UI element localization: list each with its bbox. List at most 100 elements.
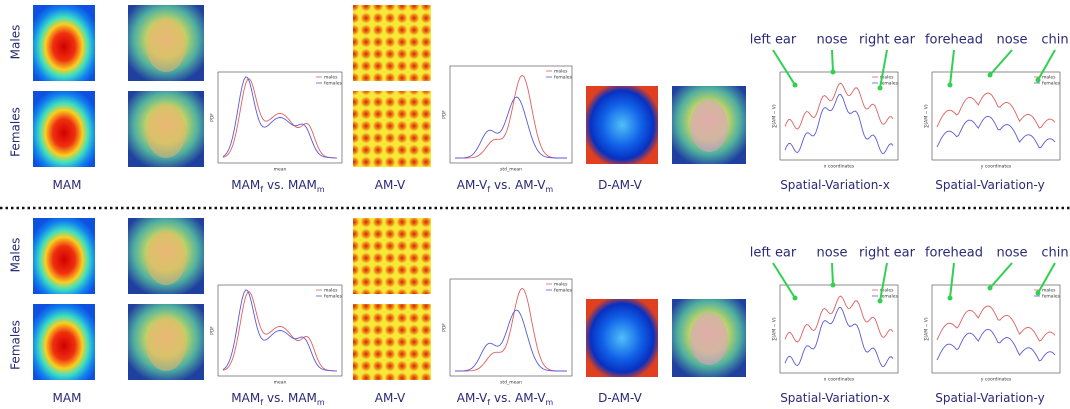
caption: D-AM-V	[598, 391, 642, 405]
mam-heatmap	[33, 5, 95, 81]
curve	[223, 79, 337, 158]
x-axis-label: mean	[274, 168, 287, 173]
curve	[937, 306, 1055, 341]
caption-part: AM-V	[457, 391, 488, 405]
curve	[937, 93, 1055, 128]
annotation: nose	[997, 246, 1028, 261]
caption: AM-Vf vs. AM-Vm	[457, 178, 554, 195]
row-label: Females	[9, 320, 23, 370]
annotation-arrow	[773, 50, 795, 85]
annotation-arrow	[950, 263, 954, 298]
face-overlay	[690, 313, 728, 365]
caption-part: Spatial-Variation-y	[935, 178, 1044, 192]
annotation: nose	[817, 246, 848, 261]
face-overlay	[146, 231, 186, 285]
damv-heatmap	[586, 299, 658, 377]
caption-part: vs. AM-V	[494, 178, 546, 192]
caption: MAM	[53, 178, 82, 192]
y-axis-label: PDF	[210, 326, 216, 335]
arrow-head	[1036, 291, 1041, 296]
y-axis-label: ∑(AM − V)	[924, 104, 930, 127]
caption: AM-Vfvs. AM-Vm	[457, 391, 554, 408]
y-axis-label: ∑(AM − V)	[924, 317, 930, 340]
mam-heatmap	[33, 304, 95, 380]
caption-part: m	[545, 185, 553, 194]
curve	[937, 116, 1055, 148]
caption-part: f	[260, 398, 263, 407]
annotation: nose	[817, 33, 848, 48]
arrow-head	[793, 83, 798, 88]
caption-part: f	[487, 185, 490, 194]
annotation: chin	[1041, 246, 1068, 261]
legend-label: females	[1042, 81, 1061, 87]
caption-part: MAM	[231, 391, 260, 405]
curve	[223, 292, 337, 371]
curve	[455, 97, 567, 158]
arrow-head	[988, 73, 993, 78]
caption-part: m	[545, 398, 553, 407]
legend-label: females	[880, 294, 899, 300]
face-overlay	[146, 104, 186, 158]
x-axis-label: mean	[274, 381, 287, 386]
legend-label: females	[554, 288, 573, 294]
caption-part: m	[317, 185, 325, 194]
curve	[223, 290, 337, 371]
annotation: nose	[997, 33, 1028, 48]
face-overlay	[146, 18, 186, 72]
y-axis-label: ∑(AM − V)	[772, 104, 778, 127]
caption-part: AM-V	[375, 391, 406, 405]
caption: Spatial-Variation-x	[780, 391, 890, 405]
caption: Spatial-Variation-y	[935, 391, 1044, 405]
x-axis-label: x coordinates	[824, 164, 855, 170]
arrow-head	[948, 296, 953, 301]
caption-part: Spatial-Variation-x	[780, 178, 890, 192]
caption-part: MAM	[231, 178, 260, 192]
caption-part: m	[317, 398, 325, 407]
caption-part: MAM	[53, 178, 82, 192]
annotation: forehead	[925, 246, 983, 261]
amv-heatmap	[353, 91, 431, 167]
curve	[455, 288, 567, 371]
annotation: right ear	[859, 33, 916, 48]
face-overlay	[146, 317, 186, 371]
caption: D-AM-V	[598, 178, 642, 192]
caption: Spatial-Variation-y	[935, 178, 1044, 192]
caption: AM-V	[375, 178, 406, 192]
legend-label: females	[324, 294, 343, 300]
legend-label: males	[1042, 75, 1056, 81]
legend-label: females	[1042, 294, 1061, 300]
legend-label: females	[880, 81, 899, 87]
arrow-head	[831, 283, 836, 288]
y-axis-label: ∑(AM − V)	[772, 317, 778, 340]
caption-part: MAM	[53, 391, 82, 405]
curve	[785, 83, 893, 129]
x-axis-label: y coordinates	[981, 164, 1012, 170]
caption-part: vs. MAM	[267, 391, 317, 405]
arrow-head	[988, 286, 993, 291]
x-axis-label: y coordinates	[981, 377, 1012, 383]
row-label: Females	[9, 107, 23, 157]
face-overlay	[690, 100, 728, 152]
caption-part: f	[487, 398, 490, 407]
legend-label: females	[324, 81, 343, 87]
annotation-arrow	[950, 50, 954, 85]
legend-label: males	[1042, 288, 1056, 294]
curve	[223, 77, 337, 158]
caption: AM-V	[375, 391, 406, 405]
mam-heatmap	[33, 91, 95, 167]
caption: MAM	[53, 391, 82, 405]
legend-label: females	[554, 75, 573, 81]
arrow-head	[831, 70, 836, 75]
amv-heatmap	[353, 304, 431, 380]
caption-part: AM-V	[457, 178, 488, 192]
damv-heatmap	[586, 86, 658, 164]
annotation-arrow	[990, 263, 1012, 288]
row-label: Males	[9, 25, 23, 60]
legend-label: males	[324, 288, 338, 294]
y-axis-label: PDF	[442, 323, 448, 332]
curve	[785, 296, 893, 342]
y-axis-label: PDF	[210, 113, 216, 122]
amv-heatmap	[353, 5, 431, 81]
arrow-head	[793, 296, 798, 301]
